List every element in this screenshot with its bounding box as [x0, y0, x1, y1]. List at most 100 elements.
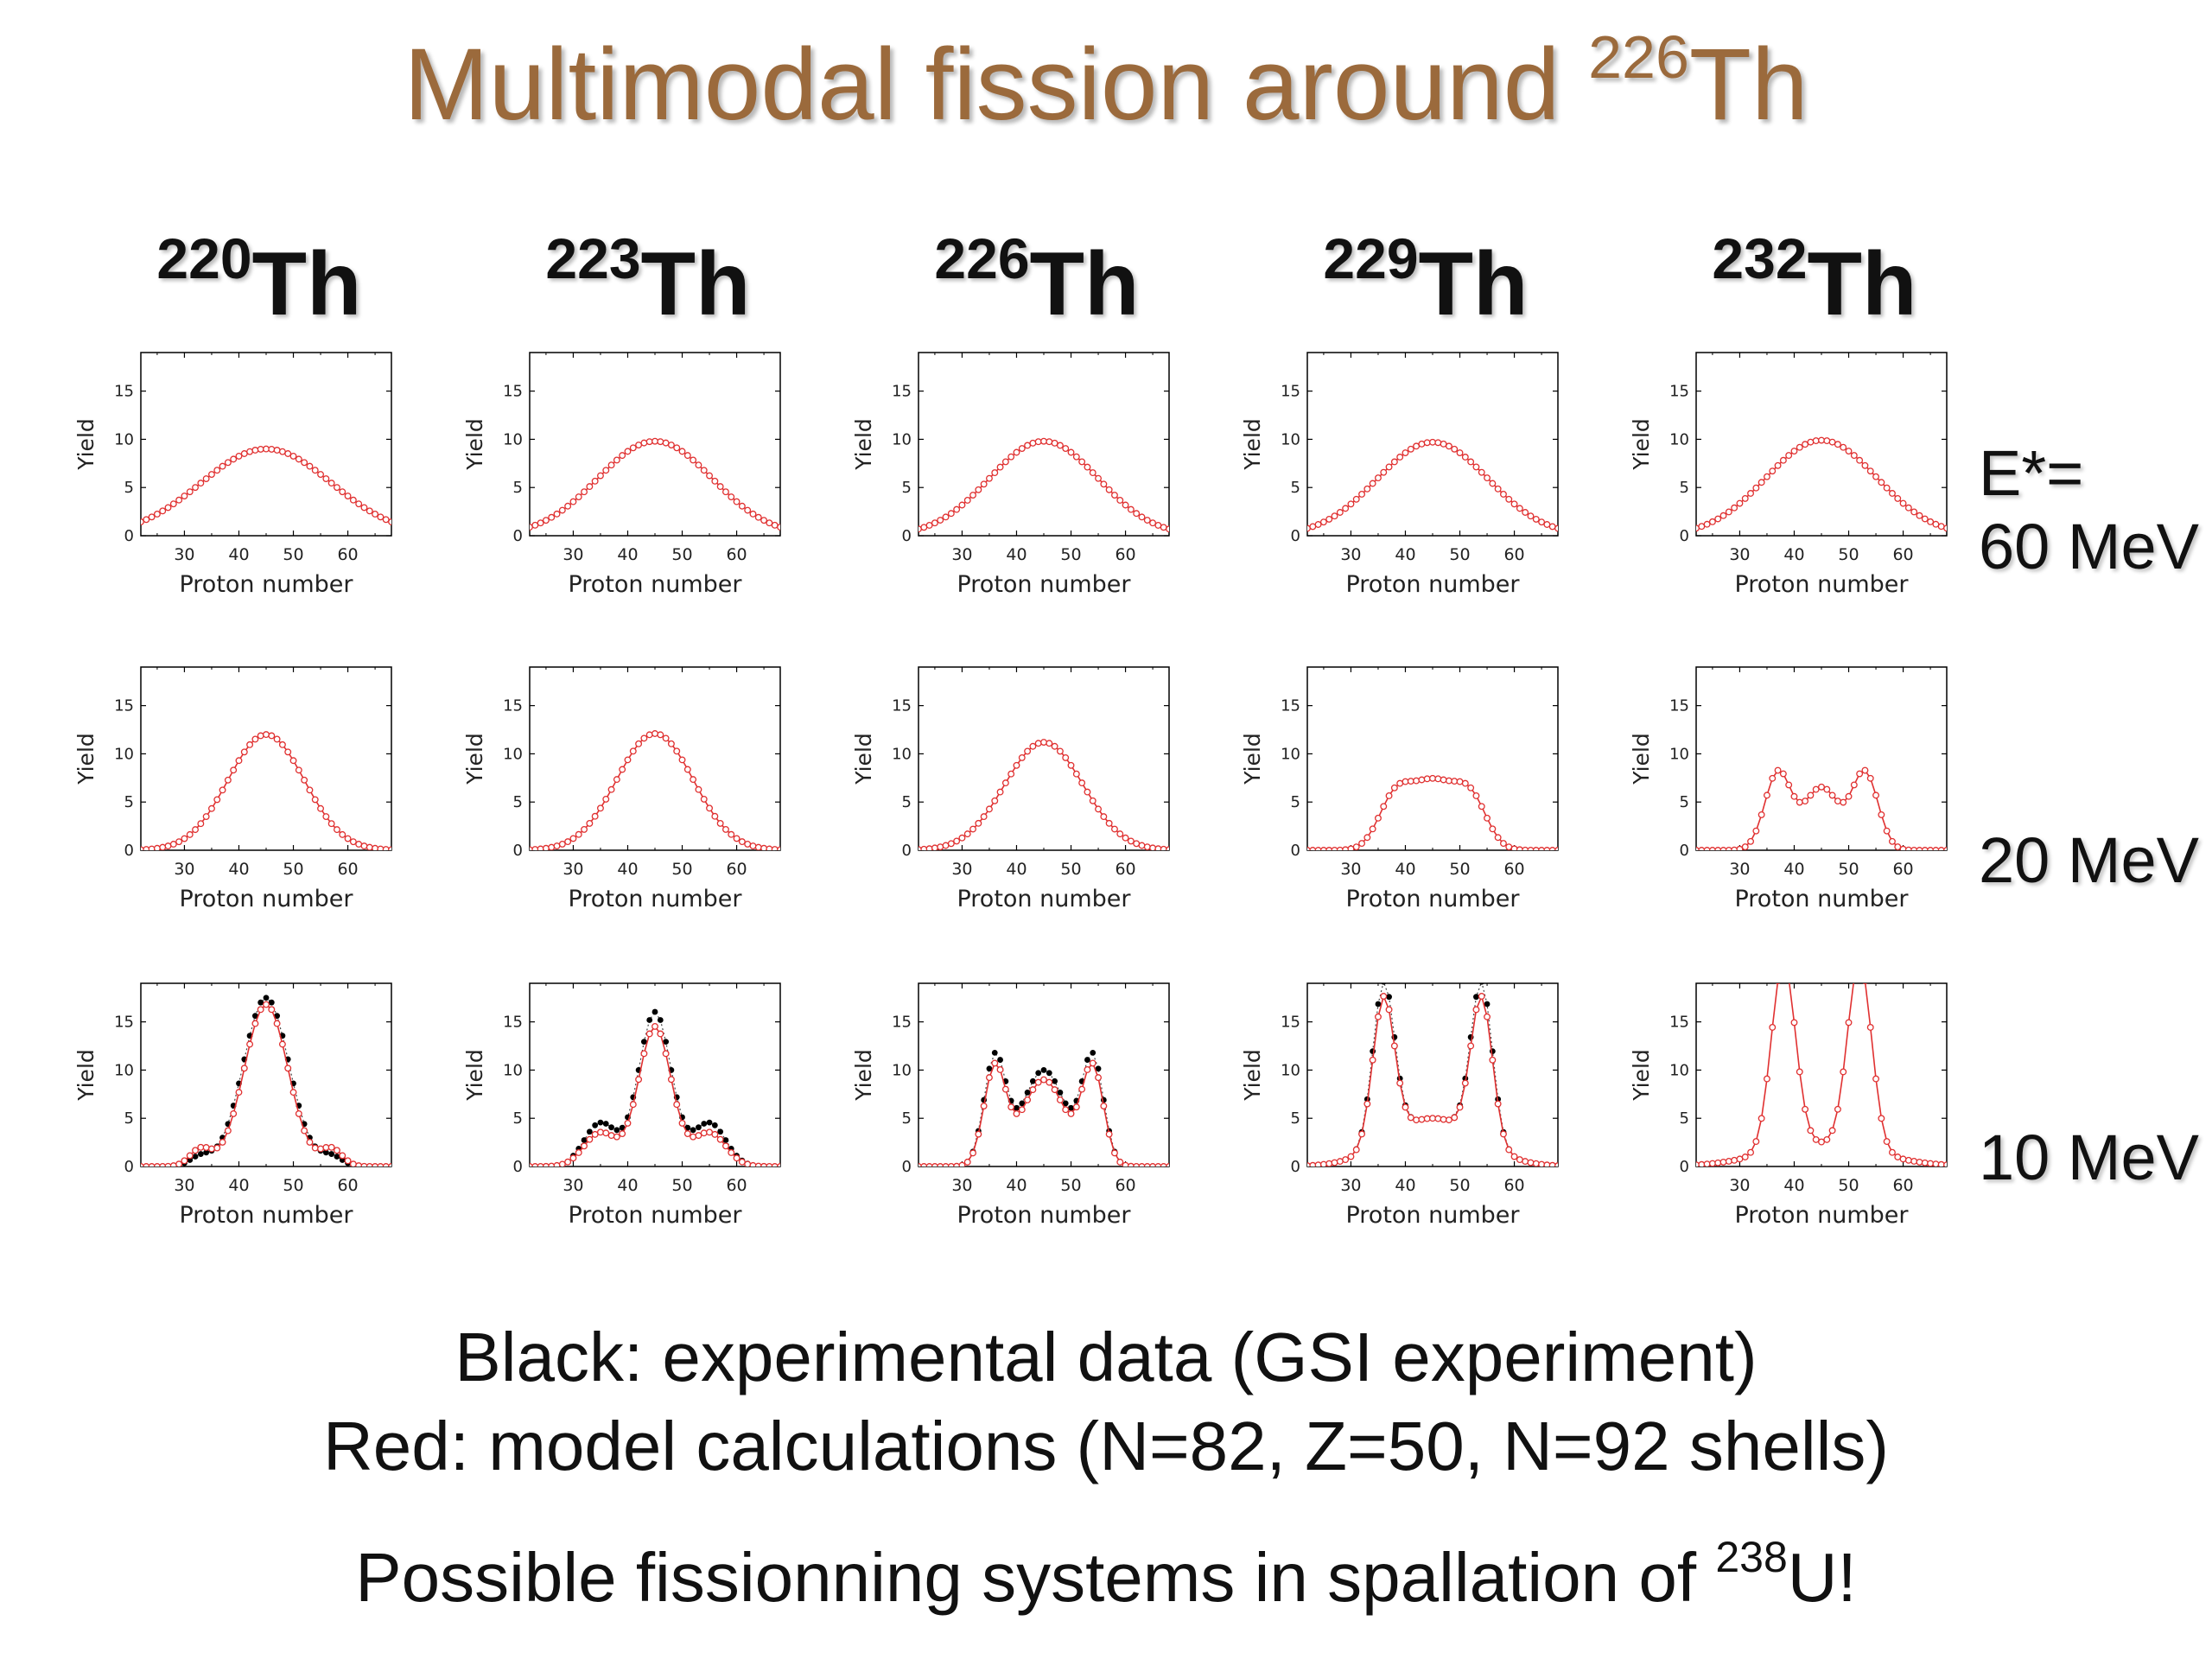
model-point [322, 813, 330, 820]
model-point [581, 488, 588, 496]
experiment-point [646, 1017, 653, 1023]
model-point [148, 513, 156, 521]
x-axis-label: Proton number [957, 886, 1131, 912]
model-point [1779, 770, 1787, 778]
model-point [1423, 439, 1431, 447]
model-point [1095, 474, 1102, 482]
model-point [349, 838, 357, 846]
model-point [1823, 437, 1831, 445]
model-point [322, 475, 330, 482]
model-point [1774, 766, 1782, 774]
model-point [388, 1163, 391, 1166]
model-point [192, 1147, 199, 1154]
model-point [607, 461, 615, 469]
x-axis-label: Proton number [1345, 1202, 1520, 1229]
model-point [1396, 1079, 1404, 1087]
energy-label-60mev: E*= 60 MeV [1979, 436, 2199, 583]
model-point [975, 1130, 982, 1138]
model-point [1538, 1160, 1546, 1166]
model-point [1500, 1130, 1507, 1138]
y-tick-label: 5 [513, 479, 523, 497]
model-point [235, 1089, 243, 1096]
model-point [613, 1133, 620, 1141]
model-point [1764, 1075, 1770, 1083]
model-point [213, 1144, 221, 1152]
experiment-point [1090, 1049, 1096, 1056]
model-point [1478, 993, 1485, 1000]
model-point [1100, 813, 1108, 821]
y-tick-label: 15 [503, 383, 523, 401]
model-point [690, 776, 697, 784]
column-mass: 229 [1323, 226, 1419, 290]
column-element: Th [251, 234, 362, 334]
model-point [963, 497, 971, 504]
model-point [1127, 1162, 1135, 1166]
model-point [1714, 515, 1722, 523]
model-point [980, 813, 988, 821]
panel-r0-c1: 30 40 50 60 0 5 10 15 Proton number Yield [462, 352, 781, 598]
model-point [1781, 958, 1787, 964]
model-point [1467, 458, 1475, 466]
model-point [1554, 524, 1558, 532]
y-axis-label: Yield [73, 418, 99, 471]
x-tick-label: 30 [1729, 860, 1750, 879]
model-point [1937, 847, 1945, 850]
model-point [1456, 449, 1464, 456]
model-point [1056, 1096, 1064, 1103]
model-point [1418, 1116, 1426, 1123]
model-point [1347, 500, 1355, 508]
model-point [1056, 442, 1064, 449]
model-point [1116, 830, 1124, 838]
x-tick-label: 60 [726, 860, 747, 879]
model-point [1943, 847, 1947, 850]
model-point [1451, 1114, 1459, 1122]
model-point [1752, 1138, 1760, 1146]
model-point [334, 1147, 340, 1154]
model-point [1894, 494, 1902, 502]
model-point [531, 846, 539, 850]
model-point [1510, 1153, 1518, 1160]
y-tick-label: 0 [1680, 1158, 1689, 1176]
model-point [327, 820, 335, 828]
y-tick-label: 10 [892, 1061, 912, 1079]
experiment-point [1375, 1001, 1382, 1007]
model-point [771, 846, 779, 850]
model-point [1910, 1157, 1918, 1165]
y-tick-label: 10 [114, 745, 134, 763]
experiment-point [581, 1137, 588, 1143]
model-point [230, 1109, 238, 1117]
model-point [1516, 1156, 1523, 1164]
x-tick-label: 60 [337, 860, 358, 879]
experiment-point [1386, 994, 1392, 1001]
model-point [1089, 797, 1096, 804]
model-point [591, 477, 599, 485]
model-point [1505, 495, 1513, 503]
model-point [1852, 976, 1858, 982]
model-point [996, 463, 1004, 471]
experiment-point [586, 1128, 593, 1135]
model-point [558, 506, 566, 514]
model-point [1850, 452, 1858, 460]
model-point [569, 1154, 577, 1162]
model-point [996, 1065, 1004, 1073]
model-point [377, 513, 385, 521]
model-point [733, 498, 741, 505]
model-point [937, 517, 944, 524]
x-tick-label: 50 [283, 1176, 303, 1195]
panel-r1-c2: 30 40 50 60 0 5 10 15 Proton number Yield [851, 666, 1170, 912]
x-tick-label: 30 [951, 1176, 972, 1195]
model-point [1548, 1161, 1556, 1166]
model-point [344, 493, 352, 499]
model-point [1314, 521, 1322, 528]
model-point [969, 492, 976, 499]
model-point [186, 830, 194, 838]
model-point [1943, 1161, 1947, 1166]
model-point [181, 835, 188, 842]
model-point [1385, 1006, 1393, 1014]
model-point [1336, 846, 1344, 850]
model-point [355, 500, 363, 508]
model-point [197, 480, 205, 487]
experiment-point [657, 1017, 664, 1023]
model-point [192, 826, 199, 834]
model-point [640, 734, 648, 742]
